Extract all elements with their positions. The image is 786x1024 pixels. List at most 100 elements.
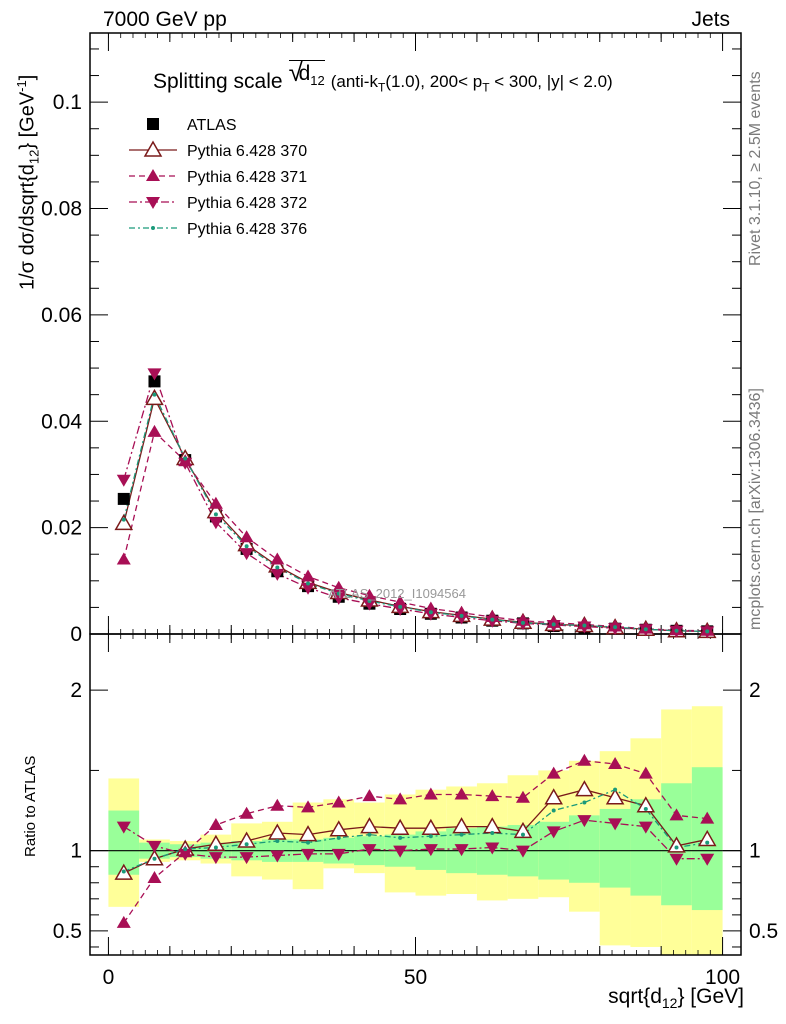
marker-p376 (428, 610, 433, 615)
ratio-marker-p372 (669, 853, 684, 866)
y-tick-label: 0.08 (41, 198, 82, 221)
x-tick-label: 100 (705, 966, 740, 989)
ratio-marker-p376 (152, 856, 157, 861)
marker-p376 (551, 622, 556, 627)
ratio-line-p371 (123, 760, 708, 924)
ratio-marker-p370 (513, 821, 533, 839)
marker-p376 (336, 591, 341, 596)
ratio-marker-p370 (390, 818, 410, 835)
axis-labels: 0 50 100 0 0.02 0.04 0.06 0.08 0.1 0.5 0.5 1 1 2 2 ATLA… (41, 91, 778, 989)
ratio-marker-p376 (306, 840, 311, 845)
ratio-marker-p372 (700, 853, 715, 866)
legend-marker-p370 (143, 140, 163, 157)
ratio-y-axis-label: Ratio to ATLAS (22, 755, 39, 857)
ratio-marker-p376 (398, 835, 403, 840)
ratio-marker-p370 (605, 788, 625, 805)
marker-p376 (398, 604, 403, 609)
marker-p371 (362, 588, 377, 601)
marker-p372 (301, 582, 316, 595)
ratio-marker-p372 (577, 815, 592, 828)
header-right-label: Jets (691, 8, 730, 31)
ratio-marker-p372 (331, 848, 346, 861)
marker-p370 (145, 388, 164, 406)
marker-p376 (705, 629, 710, 634)
series-markers (114, 368, 717, 928)
x-tick-label: 0 (103, 966, 115, 989)
ratio-y-tick-label-left: 2 (70, 679, 82, 702)
marker-p372 (208, 517, 223, 530)
marker-p371 (116, 552, 131, 565)
legend-marker-p371 (146, 169, 160, 181)
marker-p376 (674, 628, 679, 633)
ratio-marker-p372 (362, 844, 377, 857)
ratio-marker-p371 (638, 766, 653, 779)
ratio-marker-p372 (116, 821, 131, 834)
marker-p376 (213, 512, 218, 517)
ratio-marker-p372 (638, 821, 653, 834)
ratio-marker-p370 (667, 836, 686, 853)
ratio-marker-p371 (669, 808, 684, 821)
ratio-marker-p371 (208, 817, 223, 830)
marker-p371 (270, 552, 285, 565)
y-tick-label: 0.06 (41, 304, 82, 327)
ratio-marker-p370 (206, 834, 226, 852)
ratio-marker-p372 (546, 826, 561, 839)
marker-p372 (270, 568, 285, 581)
marker-p376 (275, 565, 280, 570)
ratio-marker-p371 (577, 753, 592, 766)
ratio-marker-p371 (116, 915, 131, 928)
ratio-marker-p376 (705, 840, 710, 845)
ratio-marker-p372 (270, 850, 285, 863)
marker-p371 (239, 530, 254, 543)
marker-atlas (117, 492, 130, 505)
marker-p372 (362, 598, 377, 611)
legend-marker-atlas (147, 118, 159, 130)
title-sqrt-sub: 12 (310, 73, 325, 89)
ratio-y-tick-label-right: 1 (749, 840, 761, 863)
ratio-marker-p371 (485, 789, 500, 802)
legend-label-p370: Pythia 6.428 370 (187, 143, 307, 160)
title-sqrt-arg: d (298, 62, 311, 85)
ratio-marker-p370 (421, 818, 441, 835)
ratio-marker-p371 (331, 795, 346, 808)
sqrt-symbol: √ d12 (288, 57, 325, 94)
legend-label-p376: Pythia 6.428 376 (187, 221, 307, 238)
ratio-marker-p376 (613, 787, 618, 792)
ratio-marker-p376 (520, 832, 525, 837)
x-axis-label: sqrt{d12} [GeV] (608, 985, 744, 1012)
ratio-marker-p376 (674, 845, 679, 850)
marker-p376 (121, 517, 126, 522)
ratio-marker-p371 (239, 806, 254, 819)
marker-p371 (147, 424, 162, 437)
y-tick-label: 0.04 (41, 410, 82, 433)
ratio-marker-p372 (454, 844, 469, 857)
ratio-marker-p376 (275, 839, 280, 844)
ratio-marker-p371 (423, 787, 438, 800)
marker-p372 (178, 457, 193, 470)
marker-p376 (613, 625, 618, 630)
series-line-p371 (123, 430, 708, 632)
ratio-marker-p371 (546, 766, 561, 779)
marker-p372 (239, 548, 254, 561)
ratio-marker-p376 (183, 847, 188, 852)
ratio-marker-p376 (121, 869, 126, 874)
marker-p376 (643, 627, 648, 632)
ratio-marker-p376 (244, 842, 249, 847)
chart-title: Splitting scale √ d12 (anti-kT(1.0), 200<… (153, 57, 613, 94)
rivet-label: Rivet 3.1.10, ≥ 2.5M events (747, 71, 764, 266)
marker-p376 (490, 617, 495, 622)
ratio-marker-p376 (551, 808, 556, 813)
ratio-marker-p370 (329, 820, 349, 837)
marker-p372 (608, 623, 623, 636)
ratio-y-tick-label-left: 1 (70, 840, 82, 863)
marker-p371 (208, 496, 223, 509)
ratio-line-p372 (123, 819, 708, 860)
uncertainty-bands (108, 706, 723, 955)
y-axis-label: 1/σ dσ/dsqrt{d12} [GeV-1] (14, 74, 42, 290)
ratio-marker-p370 (452, 817, 471, 834)
ratio-marker-p370 (237, 831, 256, 848)
marker-p376 (244, 544, 249, 549)
ratio-marker-p372 (301, 848, 316, 861)
marker-p372 (485, 615, 500, 628)
